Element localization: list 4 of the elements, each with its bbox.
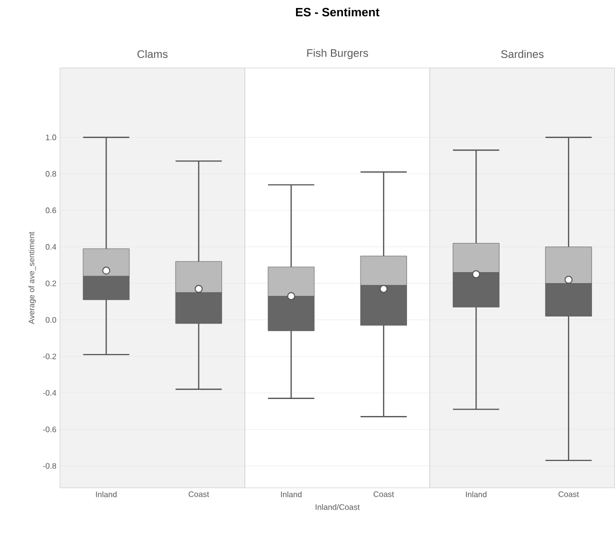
chart-title: ES - Sentiment (296, 8, 380, 16)
chart-subtitle: Sardines (501, 50, 544, 58)
chart-subtitle: Fish Burgers (307, 48, 368, 60)
chart-subtitle: Clams (137, 50, 168, 58)
